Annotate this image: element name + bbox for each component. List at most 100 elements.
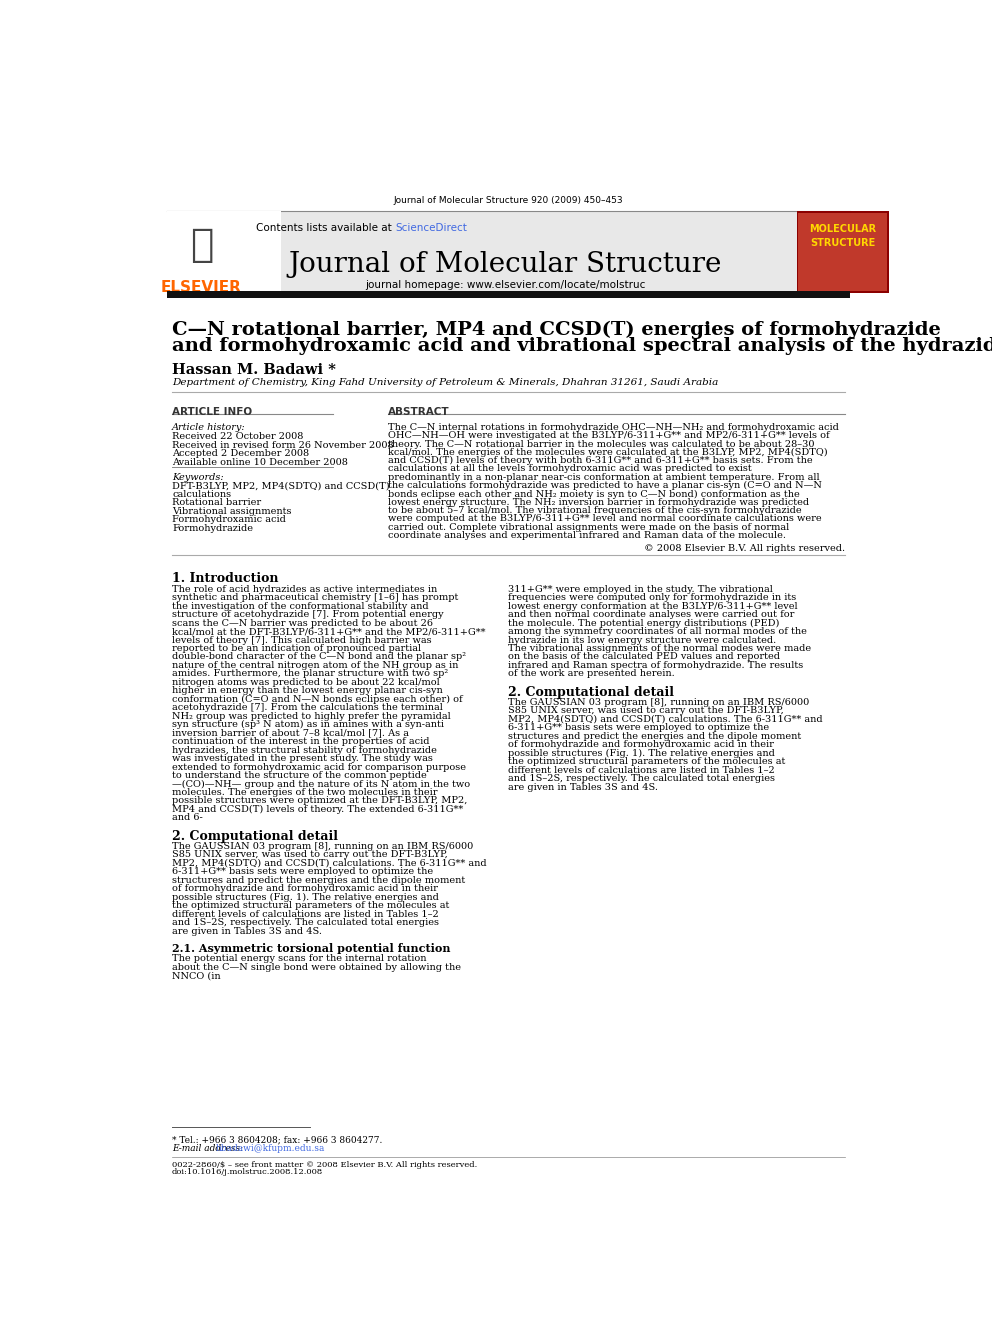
Text: of formohydrazide and formohydroxamic acid in their: of formohydrazide and formohydroxamic ac… [172, 884, 437, 893]
Text: the molecule. The potential energy distributions (PED): the molecule. The potential energy distr… [509, 619, 780, 627]
Text: DFT-B3LYP, MP2, MP4(SDTQ) and CCSD(T): DFT-B3LYP, MP2, MP4(SDTQ) and CCSD(T) [172, 482, 390, 491]
Text: 2. Computational detail: 2. Computational detail [509, 685, 675, 699]
Text: Formohydrazide: Formohydrazide [172, 524, 253, 533]
Text: infrared and Raman spectra of formohydrazide. The results: infrared and Raman spectra of formohydra… [509, 662, 804, 669]
Text: and 1S–2S, respectively. The calculated total energies: and 1S–2S, respectively. The calculated … [509, 774, 776, 783]
Text: NNCO (in: NNCO (in [172, 971, 220, 980]
Text: hydrazide in its low energy structure were calculated.: hydrazide in its low energy structure we… [509, 635, 777, 644]
Text: structure of acetohydrazide [7]. From potential energy: structure of acetohydrazide [7]. From po… [172, 610, 443, 619]
Text: the optimized structural parameters of the molecules at: the optimized structural parameters of t… [509, 757, 786, 766]
Text: 311+G** were employed in the study. The vibrational: 311+G** were employed in the study. The … [509, 585, 774, 594]
Text: coordinate analyses and experimental infrared and Raman data of the molecule.: coordinate analyses and experimental inf… [388, 531, 786, 540]
Text: of the work are presented herein.: of the work are presented herein. [509, 669, 676, 679]
Text: of formohydrazide and formohydroxamic acid in their: of formohydrazide and formohydroxamic ac… [509, 741, 775, 749]
Text: 1. Introduction: 1. Introduction [172, 572, 279, 585]
Text: predominantly in a non-planar near-cis conformation at ambient temperature. From: predominantly in a non-planar near-cis c… [388, 472, 819, 482]
Text: conformation (C=O and N—N bonds eclipse each other) of: conformation (C=O and N—N bonds eclipse … [172, 695, 462, 704]
Text: kcal/mol at the DFT-B3LYP/6-311+G** and the MP2/6-311+G**: kcal/mol at the DFT-B3LYP/6-311+G** and … [172, 627, 485, 636]
Text: are given in Tables 3S and 4S.: are given in Tables 3S and 4S. [509, 783, 659, 791]
Text: ❧: ❧ [189, 226, 213, 263]
Text: 0022-2860/$ – see front matter © 2008 Elsevier B.V. All rights reserved.: 0022-2860/$ – see front matter © 2008 El… [172, 1160, 477, 1168]
Text: carried out. Complete vibrational assignments were made on the basis of normal: carried out. Complete vibrational assign… [388, 523, 789, 532]
Text: structures and predict the energies and the dipole moment: structures and predict the energies and … [509, 732, 802, 741]
Text: The GAUSSIAN 03 program [8], running on an IBM RS/6000: The GAUSSIAN 03 program [8], running on … [172, 841, 473, 851]
Text: the investigation of the conformational stability and: the investigation of the conformational … [172, 602, 429, 611]
Text: the calculations formohydrazide was predicted to have a planar cis-syn (C=O and : the calculations formohydrazide was pred… [388, 482, 821, 491]
Text: and CCSD(T) levels of theory with both 6-311G** and 6-311+G** basis sets. From t: and CCSD(T) levels of theory with both 6… [388, 456, 812, 466]
Text: 6-311+G** basis sets were employed to optimize the: 6-311+G** basis sets were employed to op… [509, 724, 770, 733]
Text: C—N rotational barrier, MP4 and CCSD(T) energies of formohydrazide: C—N rotational barrier, MP4 and CCSD(T) … [172, 320, 940, 339]
Text: Vibrational assignments: Vibrational assignments [172, 507, 292, 516]
Text: the optimized structural parameters of the molecules at: the optimized structural parameters of t… [172, 901, 449, 910]
Text: scans the C—N barrier was predicted to be about 26: scans the C—N barrier was predicted to b… [172, 619, 434, 627]
Text: bonds eclipse each other and NH₂ moiety is syn to C—N bond) conformation as the: bonds eclipse each other and NH₂ moiety … [388, 490, 800, 499]
Text: and then normal coordinate analyses were carried out for: and then normal coordinate analyses were… [509, 610, 795, 619]
Text: © 2008 Elsevier B.V. All rights reserved.: © 2008 Elsevier B.V. All rights reserved… [644, 544, 845, 553]
Text: are given in Tables 3S and 4S.: are given in Tables 3S and 4S. [172, 926, 322, 935]
Text: Article history:: Article history: [172, 423, 246, 431]
Text: kcal/mol. The energies of the molecules were calculated at the B3LYP, MP2, MP4(S: kcal/mol. The energies of the molecules … [388, 447, 827, 456]
Text: Accepted 2 December 2008: Accepted 2 December 2008 [172, 448, 310, 458]
Text: S85 UNIX server, was used to carry out the DFT-B3LYP,: S85 UNIX server, was used to carry out t… [172, 851, 447, 860]
Text: OHC—NH—OH were investigated at the B3LYP/6-311+G** and MP2/6-311+G** levels of: OHC—NH—OH were investigated at the B3LYP… [388, 431, 829, 441]
Bar [167, 212, 850, 294]
Text: different levels of calculations are listed in Tables 1–2: different levels of calculations are lis… [172, 910, 438, 918]
Text: The potential energy scans for the internal rotation: The potential energy scans for the inter… [172, 954, 427, 963]
Text: Received 22 October 2008: Received 22 October 2008 [172, 433, 304, 441]
Text: syn structure (sp³ N atom) as in amines with a syn-anti: syn structure (sp³ N atom) as in amines … [172, 720, 444, 729]
Text: MP2, MP4(SDTQ) and CCSD(T) calculations. The 6-311G** and: MP2, MP4(SDTQ) and CCSD(T) calculations.… [509, 714, 823, 724]
Text: possible structures were optimized at the DFT-B3LYP, MP2,: possible structures were optimized at th… [172, 796, 467, 806]
Text: calculations: calculations [172, 490, 231, 499]
Text: 2. Computational detail: 2. Computational detail [172, 830, 338, 843]
Text: MP2, MP4(SDTQ) and CCSD(T) calculations. The 6-311G** and: MP2, MP4(SDTQ) and CCSD(T) calculations.… [172, 859, 487, 868]
Text: E-mail address:: E-mail address: [172, 1144, 246, 1154]
Text: Contents lists available at: Contents lists available at [256, 222, 395, 233]
Bar [167, 212, 282, 294]
Bar [797, 212, 889, 292]
Text: inversion barrier of about 7–8 kcal/mol [7]. As a: inversion barrier of about 7–8 kcal/mol … [172, 729, 409, 738]
Text: frequencies were computed only for formohydrazide in its: frequencies were computed only for formo… [509, 593, 797, 602]
Text: hbadawi@kfupm.edu.sa: hbadawi@kfupm.edu.sa [215, 1144, 324, 1154]
Text: extended to formohydroxamic acid for comparison purpose: extended to formohydroxamic acid for com… [172, 762, 466, 771]
Text: possible structures (Fig. 1). The relative energies and: possible structures (Fig. 1). The relati… [172, 893, 438, 902]
Text: lowest energy structure. The NH₂ inversion barrier in formohydrazide was predict: lowest energy structure. The NH₂ inversi… [388, 497, 808, 507]
Text: hydrazides, the structural stability of formohydrazide: hydrazides, the structural stability of … [172, 746, 436, 754]
Text: doi:10.1016/j.molstruc.2008.12.008: doi:10.1016/j.molstruc.2008.12.008 [172, 1168, 323, 1176]
Text: Department of Chemistry, King Fahd University of Petroleum & Minerals, Dhahran 3: Department of Chemistry, King Fahd Unive… [172, 378, 718, 388]
Text: ScienceDirect: ScienceDirect [395, 222, 467, 233]
Text: nature of the central nitrogen atom of the NH group as in: nature of the central nitrogen atom of t… [172, 662, 458, 669]
Text: Journal of Molecular Structure 920 (2009) 450–453: Journal of Molecular Structure 920 (2009… [394, 196, 623, 205]
Text: reported to be an indication of pronounced partial: reported to be an indication of pronounc… [172, 644, 422, 654]
Text: double-bond character of the C—N bond and the planar sp²: double-bond character of the C—N bond an… [172, 652, 466, 662]
Text: to be about 5–7 kcal/mol. The vibrational frequencies of the cis-syn formohydraz: to be about 5–7 kcal/mol. The vibrationa… [388, 505, 802, 515]
Text: ELSEVIER: ELSEVIER [161, 280, 242, 295]
Text: and 6-: and 6- [172, 814, 202, 823]
Text: structures and predict the energies and the dipole moment: structures and predict the energies and … [172, 876, 465, 885]
Text: among the symmetry coordinates of all normal modes of the: among the symmetry coordinates of all no… [509, 627, 807, 636]
Text: Available online 10 December 2008: Available online 10 December 2008 [172, 458, 348, 467]
Text: ABSTRACT: ABSTRACT [388, 407, 449, 418]
Text: theory. The C—N rotational barrier in the molecules was calculated to be about 2: theory. The C—N rotational barrier in th… [388, 439, 814, 448]
Text: calculations at all the levels formohydroxamic acid was predicted to exist: calculations at all the levels formohydr… [388, 464, 751, 474]
Bar [799, 213, 888, 291]
Text: Hassan M. Badawi *: Hassan M. Badawi * [172, 363, 336, 377]
Bar [167, 291, 850, 298]
Text: 2.1. Asymmetric torsional potential function: 2.1. Asymmetric torsional potential func… [172, 943, 450, 954]
Text: higher in energy than the lowest energy planar cis-syn: higher in energy than the lowest energy … [172, 687, 442, 696]
Text: Formohydroxamic acid: Formohydroxamic acid [172, 515, 286, 524]
Text: about the C—N single bond were obtained by allowing the: about the C—N single bond were obtained … [172, 963, 461, 972]
Text: 6-311+G** basis sets were employed to optimize the: 6-311+G** basis sets were employed to op… [172, 868, 434, 876]
Text: The role of acid hydrazides as active intermediates in: The role of acid hydrazides as active in… [172, 585, 437, 594]
Text: levels of theory [7]. This calculated high barrier was: levels of theory [7]. This calculated hi… [172, 635, 432, 644]
Text: possible structures (Fig. 1). The relative energies and: possible structures (Fig. 1). The relati… [509, 749, 776, 758]
Text: molecules. The energies of the two molecules in their: molecules. The energies of the two molec… [172, 789, 437, 796]
Text: and formohydroxamic acid and vibrational spectral analysis of the hydrazide: and formohydroxamic acid and vibrational… [172, 337, 992, 356]
Text: Received in revised form 26 November 2008: Received in revised form 26 November 200… [172, 441, 394, 450]
Text: The vibrational assignments of the normal modes were made: The vibrational assignments of the norma… [509, 644, 811, 654]
Text: to understand the structure of the common peptide: to understand the structure of the commo… [172, 771, 427, 781]
Text: acetohydrazide [7]. From the calculations the terminal: acetohydrazide [7]. From the calculation… [172, 704, 442, 712]
Text: MP4 and CCSD(T) levels of theory. The extended 6-311G**: MP4 and CCSD(T) levels of theory. The ex… [172, 804, 463, 814]
Text: was investigated in the present study. The study was: was investigated in the present study. T… [172, 754, 433, 763]
Text: Keywords:: Keywords: [172, 472, 223, 482]
Text: on the basis of the calculated PED values and reported: on the basis of the calculated PED value… [509, 652, 781, 662]
